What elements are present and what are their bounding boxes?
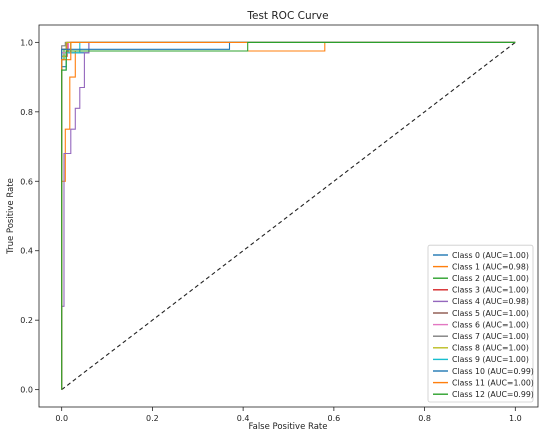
legend-entry: Class 1 (AUC=0.98) [452,262,529,271]
x-tick-label: 0.0 [55,414,68,423]
legend-box [427,244,534,403]
x-tick-label: 0.8 [418,414,431,423]
x-tick-label: 1.0 [509,414,522,423]
legend-entry: Class 9 (AUC=1.00) [452,355,529,364]
legend-entry: Class 11 (AUC=1.00) [452,378,534,387]
y-tick-label: 0.6 [20,177,33,186]
legend-entry: Class 5 (AUC=1.00) [452,309,529,318]
chance-diagonal [61,41,516,391]
chart-title: Test ROC Curve [246,10,328,22]
legend: Class 0 (AUC=1.00) Class 1 (AUC=0.98) Clas… [427,244,534,403]
roc-line-class-12 [61,41,516,390]
x-tick-label: 0.2 [146,414,159,423]
y-tick-label: 0.8 [20,108,33,117]
legend-entry: Class 7 (AUC=1.00) [452,332,529,341]
series-group [61,41,516,390]
y-tick-label: 0.2 [20,316,33,325]
legend-entry: Class 12 (AUC=0.99) [452,390,534,399]
x-axis-label: False Positive Rate [249,422,328,432]
legend-entry: Class 10 (AUC=0.99) [452,367,534,376]
legend-entry: Class 4 (AUC=0.98) [452,297,529,306]
y-axis-label: True Positive Rate [6,178,16,255]
y-tick-label: 1.0 [20,38,33,47]
legend-entry: Class 3 (AUC=1.00) [452,286,529,295]
y-tick-label: 0.4 [20,247,33,256]
x-tick-label: 0.4 [237,414,250,423]
roc-line-class-4 [61,41,516,390]
legend-entry: Class 6 (AUC=1.00) [452,320,529,329]
legend-entry: Class 8 (AUC=1.00) [452,344,529,353]
legend-entry: Class 0 (AUC=1.00) [452,251,529,260]
chance-line [61,41,516,391]
axis-ticks: 0.0 0.2 0.4 0.6 0.8 1.0 0.0 0.2 0.4 0.6 0.8 1.0 [20,38,521,423]
legend-entry: Class 2 (AUC=1.00) [452,274,529,283]
x-tick-label: 0.6 [327,414,340,423]
y-tick-label: 0.0 [20,386,33,395]
